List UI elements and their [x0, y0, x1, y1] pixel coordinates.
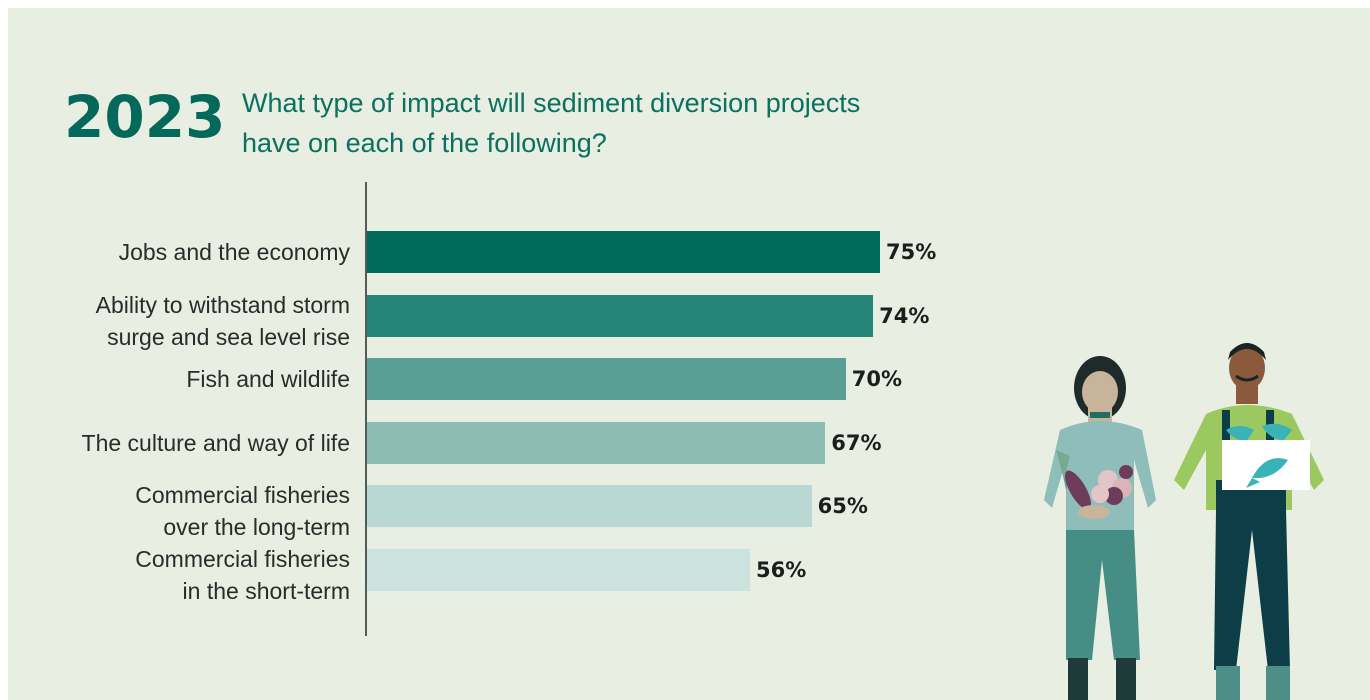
category-label-line: in the short-term	[182, 578, 350, 604]
bar	[367, 422, 826, 464]
bar	[367, 358, 846, 400]
category-label-line: Fish and wildlife	[186, 366, 350, 392]
category-label-line: Ability to withstand storm	[95, 292, 350, 318]
category-label-line: Commercial fisheries	[135, 482, 350, 508]
survey-year: 2023	[64, 83, 226, 151]
chart-question: What type of impact will sediment divers…	[242, 83, 962, 163]
category-axis-line	[365, 182, 367, 636]
category-label: Fish and wildlife	[10, 363, 350, 395]
category-label-line: The culture and way of life	[81, 430, 350, 456]
value-label: 65%	[817, 494, 868, 518]
category-label-line: Commercial fisheries	[135, 546, 350, 572]
bar	[367, 485, 812, 527]
bar	[367, 231, 880, 273]
people-illustration	[1044, 343, 1324, 700]
woman-holding-vegetables-icon	[1044, 356, 1156, 700]
value-label: 70%	[851, 367, 903, 391]
category-label: Jobs and the economy	[10, 236, 350, 268]
question-line-1: What type of impact will sediment divers…	[242, 88, 861, 118]
question-line-2: have on each of the following?	[242, 128, 607, 158]
category-label: Commercial fisheries over the long-term	[10, 479, 350, 543]
value-label: 56%	[756, 558, 807, 582]
category-label: Ability to withstand storm surge and sea …	[10, 289, 350, 353]
category-label-line: surge and sea level rise	[107, 324, 350, 350]
bar	[367, 295, 874, 337]
bar	[367, 549, 751, 591]
value-label: 74%	[879, 304, 930, 328]
category-label: Commercial fisheries in the short-term	[10, 543, 350, 607]
category-label-line: Jobs and the economy	[118, 239, 350, 265]
fisherman-holding-fish-crate-icon	[1174, 343, 1324, 700]
category-label-line: over the long-term	[163, 514, 350, 540]
value-label: 67%	[831, 431, 882, 455]
value-label: 75%	[886, 240, 937, 264]
category-label: The culture and way of life	[10, 427, 350, 459]
